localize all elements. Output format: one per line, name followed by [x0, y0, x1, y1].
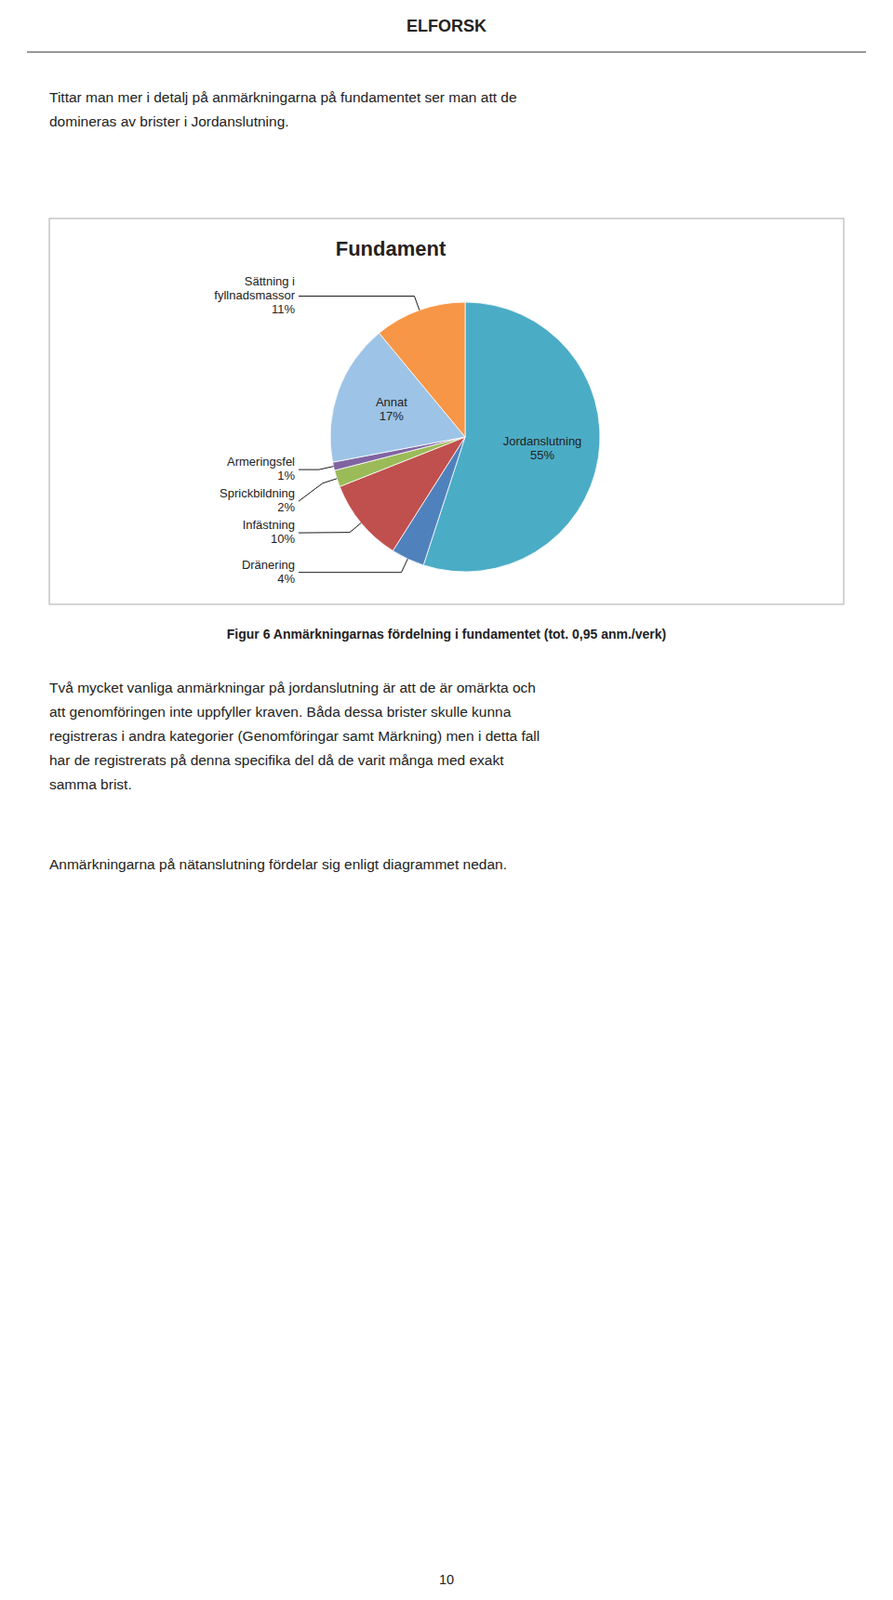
slice-label: Annat [375, 395, 408, 410]
slice-label: Dränering [241, 558, 295, 573]
slice-value-label: 4% [277, 572, 295, 587]
leader-line [298, 559, 408, 573]
chart-frame [49, 218, 844, 605]
body-text: har de registrerats på denna specifika d… [49, 752, 505, 769]
slice-label: Jordanslutning [503, 434, 583, 449]
page-heading: ELFORSK [406, 16, 487, 36]
slice-label: fyllnadsmassor [213, 288, 295, 303]
data-labels: Jordanslutning55% Annat17% Sättning ifylln… [213, 274, 582, 587]
leader-line [298, 296, 420, 311]
intro-text: Tittar man mer i detalj på anmärkningarn… [49, 89, 518, 106]
slice-value-label: 55% [530, 448, 555, 463]
leader-line [298, 466, 334, 470]
leader-line [298, 479, 337, 502]
chart-title: Fundament [335, 237, 447, 261]
slice-label: Sprickbildning [219, 486, 295, 501]
slice-label: Infästning [242, 518, 295, 533]
figure-caption: Figur 6 Anmärkningarnas fördelning i fun… [226, 626, 667, 642]
slice-label: Armeringsfel [226, 454, 295, 469]
pie [330, 302, 600, 573]
slice-value-label: 10% [270, 532, 295, 547]
body-text: registreras i andra kategorier (Genomför… [49, 728, 540, 745]
slice-value-label: 1% [277, 468, 295, 483]
slice-value-label: 11% [271, 302, 295, 317]
header-rule [26, 51, 867, 53]
body-text: Anmärkningarna på nätanslutning fördelar… [49, 856, 507, 873]
slice-value-label: 17% [379, 409, 404, 424]
slice-label: Sättning i [244, 274, 295, 289]
intro-text: domineras av brister i Jordanslutning. [49, 113, 290, 130]
header: ELFORSK [26, 16, 867, 53]
body-text: Två mycket vanliga anmärkningar på jorda… [49, 679, 536, 696]
body-text: att genomföringen inte uppfyller kraven.… [49, 704, 512, 720]
page-number: 10 [439, 1572, 454, 1588]
slice-value-label: 2% [277, 500, 295, 515]
body-text: samma brist. [49, 776, 133, 793]
leader-line [298, 522, 361, 534]
pie-slice [379, 302, 466, 438]
page: ELFORSK Tittar man mer i detalj på anmärk… [0, 0, 893, 1600]
